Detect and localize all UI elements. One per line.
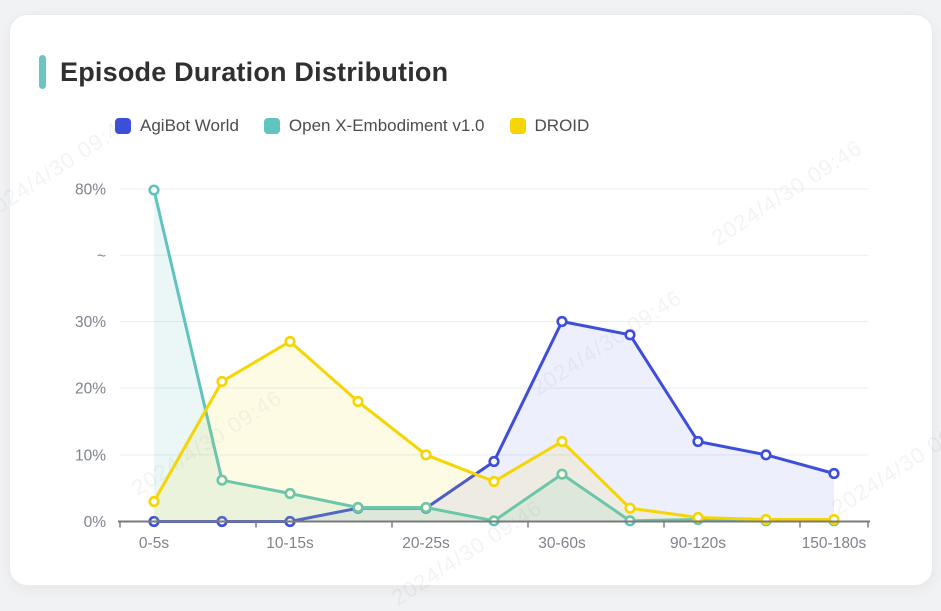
- page-title: Episode Duration Distribution: [60, 56, 449, 87]
- y-axis-tick-label: 0%: [84, 514, 107, 531]
- data-point-agibot-world[interactable]: [760, 449, 772, 461]
- data-point-open-x-embodiment-v1-0[interactable]: [420, 501, 432, 514]
- data-point-open-x-embodiment-v1-0[interactable]: [148, 184, 160, 196]
- y-axis-break-label: ~: [97, 248, 106, 265]
- data-point-droid[interactable]: [352, 395, 364, 408]
- data-point-agibot-world[interactable]: [692, 435, 704, 448]
- series-area-agibot-world: [154, 321, 834, 522]
- data-point-agibot-world[interactable]: [556, 315, 568, 328]
- legend-label: Open X-Embodiment v1.0: [288, 116, 485, 135]
- data-point-droid[interactable]: [488, 475, 500, 488]
- y-axis-tick-label: 30%: [75, 314, 106, 331]
- y-axis-tick-label: 20%: [75, 381, 106, 398]
- title-accent-bar: [39, 55, 46, 89]
- legend-label: DROID: [534, 116, 590, 135]
- legend-label: AgiBot World: [140, 116, 239, 135]
- chart-card: Episode Duration Distribution AgiBot Wor…: [9, 14, 933, 586]
- legend-swatch-icon: [115, 117, 131, 134]
- title-row: Episode Duration Distribution: [39, 55, 448, 89]
- legend-swatch-icon: [263, 117, 280, 134]
- series-droid: [148, 335, 840, 526]
- data-point-droid[interactable]: [760, 513, 772, 526]
- x-axis-tick-label: 90-120s: [670, 535, 726, 552]
- x-axis-tick-label: 10-15s: [266, 535, 314, 552]
- data-point-droid[interactable]: [420, 449, 432, 461]
- data-point-droid[interactable]: [216, 375, 228, 388]
- y-axis-tick-label: 10%: [75, 447, 106, 464]
- series-area-droid: [154, 341, 834, 522]
- x-axis-tick-label: 30-60s: [538, 535, 586, 552]
- data-point-agibot-world[interactable]: [624, 329, 636, 341]
- legend: AgiBot World Open X-Embodiment v1.0 DROID: [115, 117, 589, 134]
- data-point-agibot-world[interactable]: [828, 467, 840, 480]
- series-area-open-x-embodiment-v1-0: [154, 190, 834, 522]
- y-axis-tick-label: 80%: [75, 182, 106, 199]
- data-point-open-x-embodiment-v1-0[interactable]: [284, 487, 296, 500]
- x-axis-tick-label: 150-180s: [802, 535, 867, 552]
- data-point-open-x-embodiment-v1-0[interactable]: [352, 501, 364, 514]
- legend-item-droid[interactable]: DROID: [509, 116, 590, 135]
- data-point-droid[interactable]: [624, 502, 636, 514]
- x-axis-tick-label: 0-5s: [139, 535, 169, 552]
- x-axis-tick-label: 20-25s: [402, 535, 450, 552]
- data-point-open-x-embodiment-v1-0[interactable]: [556, 468, 568, 480]
- legend-item-open-x-embodiment-v1-0[interactable]: Open X-Embodiment v1.0: [263, 116, 485, 135]
- data-point-droid[interactable]: [284, 335, 296, 348]
- data-point-agibot-world[interactable]: [488, 455, 500, 468]
- data-point-droid[interactable]: [148, 495, 160, 508]
- data-point-droid[interactable]: [828, 513, 840, 526]
- legend-swatch-icon: [509, 117, 526, 134]
- data-point-open-x-embodiment-v1-0[interactable]: [216, 474, 228, 486]
- legend-item-agibot-world[interactable]: AgiBot World: [115, 117, 239, 134]
- data-point-droid[interactable]: [556, 435, 568, 448]
- chart-canvas[interactable]: 0-5s 10-15s 20-25s 30-60s 90-120s 150-180s 0% 1…: [0, 0, 941, 598]
